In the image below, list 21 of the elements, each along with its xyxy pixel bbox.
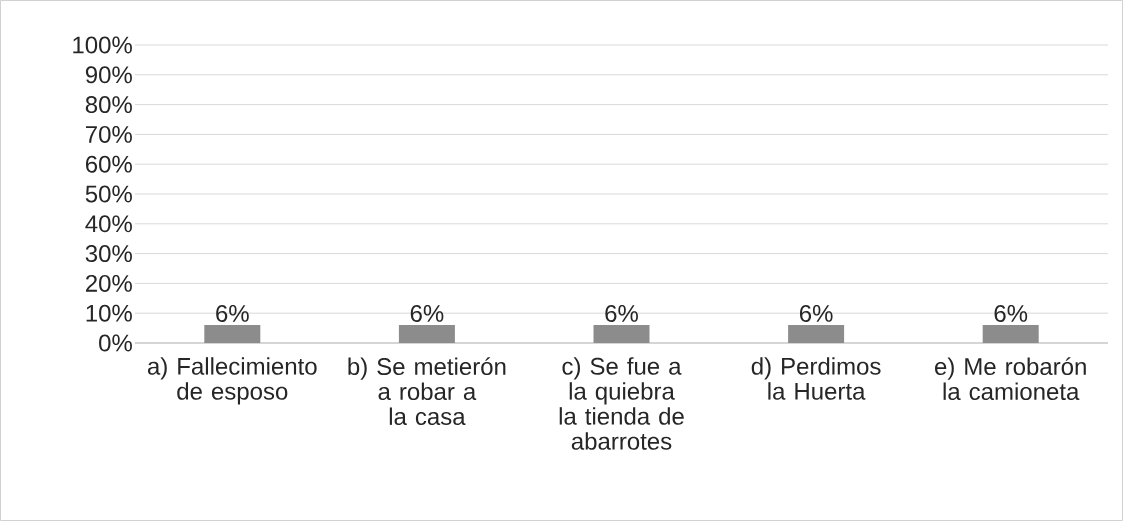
data-label: 6% (605, 304, 638, 322)
data-label: 6% (410, 304, 444, 322)
y-tick-label: 70% (86, 125, 132, 143)
data-label: 6% (994, 304, 1028, 322)
y-tick-label: 10% (86, 304, 132, 322)
y-tick-label: 50% (85, 185, 132, 203)
data-label: 6% (799, 304, 833, 322)
y-tick-label: 80% (85, 96, 132, 114)
y-tick-label: 60% (86, 155, 132, 173)
data-label: 6% (216, 304, 249, 322)
y-tick-label: 100% (73, 36, 132, 54)
x-tick-label: c) Se fue a la quiebra la tienda de abarrotes (559, 357, 684, 450)
x-tick-label: a) Fallecimiento de esposo (147, 357, 317, 405)
y-tick-label: 30% (85, 245, 132, 263)
y-tick-label: 90% (85, 66, 132, 84)
x-tick-label: e) Me robarón la camioneta (935, 357, 1086, 401)
y-tick-label: 20% (85, 274, 132, 292)
y-tick-label: 0% (99, 334, 132, 352)
x-tick-label: b) Se metierón a robar a la casa (348, 357, 506, 426)
y-tick-label: 40% (85, 215, 132, 233)
x-tick-label: d) Perdimos la Huerta (751, 357, 881, 400)
